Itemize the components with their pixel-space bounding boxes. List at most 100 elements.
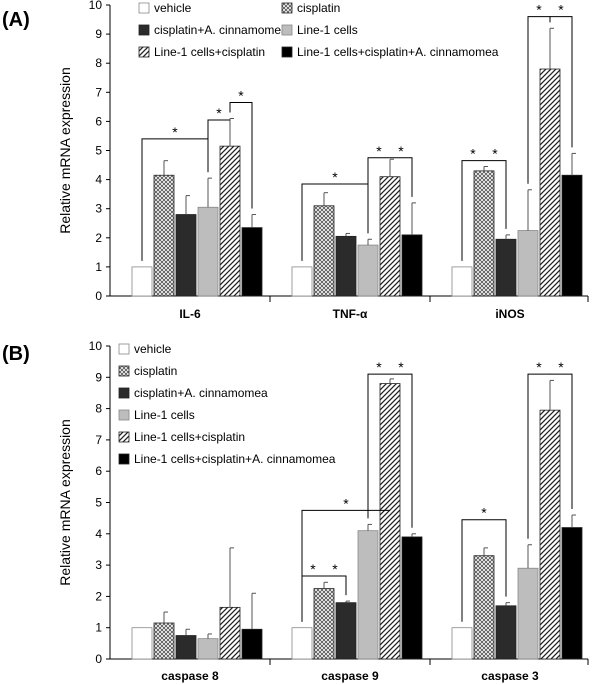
- legend-label: cisplatin: [134, 364, 177, 378]
- bar: [473, 170, 495, 297]
- y-tick-label: 0: [95, 652, 102, 666]
- legend-label: cisplatin+A. cinnamomea: [154, 23, 288, 37]
- y-tick-label: 2: [95, 589, 102, 603]
- significance-bracket: [461, 160, 484, 261]
- significance-star: *: [238, 87, 244, 103]
- bar: [153, 622, 175, 660]
- significance-star: *: [216, 105, 222, 121]
- legend-swatch: [118, 409, 130, 421]
- legend-label: vehicle: [134, 342, 172, 356]
- significance-star: *: [332, 561, 338, 577]
- significance-star: *: [558, 359, 564, 375]
- bar: [357, 530, 379, 660]
- category-label: TNF-α: [333, 307, 368, 321]
- legend-label: cisplatin: [297, 1, 340, 15]
- bar: [291, 266, 313, 297]
- y-tick-label: 8: [95, 56, 102, 70]
- bar: [291, 627, 313, 660]
- bar: [219, 606, 241, 660]
- bar: [335, 235, 357, 297]
- y-tick-label: 3: [95, 558, 102, 572]
- y-tick-label: 4: [95, 527, 102, 541]
- y-tick-label: 5: [95, 496, 102, 510]
- bar: [495, 238, 517, 297]
- y-tick-label: 9: [95, 27, 102, 41]
- bar: [175, 214, 197, 297]
- legend-swatch: [118, 365, 130, 377]
- legend-label: Line-1 cells: [297, 23, 358, 37]
- category-label: caspase 3: [481, 669, 539, 683]
- significance-bracket: [390, 373, 413, 528]
- bar: [241, 628, 263, 660]
- significance-star: *: [536, 2, 542, 18]
- bar: [379, 383, 401, 660]
- significance-star: *: [172, 124, 178, 140]
- bar: [335, 602, 357, 660]
- significance-star: *: [470, 146, 476, 162]
- panel-a: (A) 0 1 2 3 4 5 6 7 8 9 10 Relative mRNA expression I…: [2, 0, 589, 321]
- bar: [517, 230, 539, 297]
- legend-swatch: [118, 387, 130, 399]
- bar: [473, 555, 495, 660]
- bar: [357, 244, 379, 297]
- bar: [495, 605, 517, 660]
- bar: [561, 527, 583, 660]
- y-tick-label: 6: [95, 114, 102, 128]
- significance-star: *: [492, 146, 498, 162]
- bar: [131, 266, 153, 297]
- y-tick-label: 2: [95, 231, 102, 245]
- bar: [539, 409, 561, 660]
- legend: vehicle cisplatin cisplatin+A. cinnamomea L…: [118, 342, 336, 466]
- bar: [517, 567, 539, 660]
- significance-bracket: [549, 373, 573, 510]
- bar: [313, 588, 335, 660]
- y-tick-label: 3: [95, 202, 102, 216]
- significance-bracket: [367, 373, 390, 519]
- significance-star: *: [376, 359, 382, 375]
- y-tick-label: 8: [95, 402, 102, 416]
- bar: [197, 638, 219, 660]
- legend-label: Line-1 cells+cisplatin: [134, 430, 245, 444]
- bar: [401, 234, 423, 297]
- legend-label: Line-1 cells: [134, 408, 195, 422]
- legend-swatch: [118, 431, 130, 443]
- legend-label: vehicle: [154, 1, 192, 15]
- legend-swatch: [138, 24, 150, 36]
- legend-swatch: [281, 24, 293, 36]
- bar: [401, 536, 423, 660]
- significance-star: *: [376, 143, 382, 159]
- significance-bracket: [390, 157, 413, 197]
- y-tick-label: 1: [95, 621, 102, 635]
- legend-swatch: [118, 343, 130, 355]
- significance-bracket: [484, 160, 507, 229]
- y-axis-label: Relative mRNA expression: [57, 67, 73, 234]
- significance-bracket: [301, 509, 390, 622]
- bar: [313, 205, 335, 297]
- significance-bracket: [367, 157, 390, 234]
- legend-swatch: [281, 2, 293, 14]
- legend: vehicle cisplatin cisplatin+A. cinnamomea L…: [138, 1, 499, 59]
- legend-swatch: [281, 46, 293, 58]
- y-tick-label: 10: [89, 0, 103, 12]
- category-label: caspase 9: [321, 669, 379, 683]
- significance-star: *: [332, 169, 338, 185]
- y-tick-label: 5: [95, 144, 102, 158]
- y-tick-label: 7: [95, 433, 102, 447]
- significance-bracket: [229, 101, 253, 209]
- significance-star: *: [398, 359, 404, 375]
- significance-star: *: [310, 561, 316, 577]
- legend-label: cisplatin+A. cinnamomea: [134, 386, 268, 400]
- significance-bracket: [207, 119, 230, 173]
- significance-star: *: [558, 2, 564, 18]
- bar: [561, 174, 583, 297]
- panel-label: (A): [2, 9, 30, 31]
- y-tick-label: 6: [95, 464, 102, 478]
- significance-star: *: [398, 143, 404, 159]
- y-axis-label: Relative mRNA expression: [57, 419, 73, 586]
- category-label: IL-6: [179, 307, 201, 321]
- category-label: iNOS: [495, 307, 524, 321]
- y-tick-label: 9: [95, 370, 102, 384]
- significance-star: *: [343, 495, 349, 511]
- panel-b: (B) 0 1 2 3 4 5 6 7 8 9 10 Relative mRNA expression c…: [2, 339, 589, 683]
- significance-bracket: [323, 575, 347, 596]
